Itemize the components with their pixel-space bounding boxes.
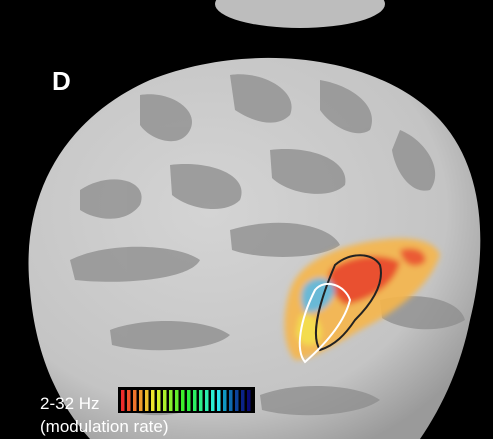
colorbar-stripe — [169, 390, 173, 411]
colorbar-label: 2-32 Hz — [40, 394, 100, 413]
colorbar-stripe — [157, 390, 161, 411]
upper-brain — [215, 0, 385, 28]
panel-label: D — [52, 66, 71, 96]
colorbar-stripe — [217, 390, 221, 411]
colorbar-stripe — [187, 390, 191, 411]
roi-outline-white — [298, 282, 352, 364]
colorbar-stripe — [199, 390, 203, 411]
colorbar-stripe — [223, 390, 227, 411]
colorbar-sublabel: (modulation rate) — [40, 417, 169, 436]
roi-outline-dark — [314, 254, 382, 352]
colorbar-stripe — [235, 390, 239, 411]
colorbar-stripe — [127, 390, 131, 411]
colorbar-stripe — [193, 390, 197, 411]
colorbar-stripe — [139, 390, 143, 411]
colorbar-stripe — [211, 390, 215, 411]
colorbar-stripe — [133, 390, 137, 411]
colorbar-stripe — [229, 390, 233, 411]
activation-map — [284, 238, 440, 360]
colorbar-stripe — [175, 390, 179, 411]
colorbar — [118, 387, 255, 413]
colorbar-background — [118, 387, 255, 413]
colorbar-stripe — [121, 390, 125, 411]
colorbar-stripe — [181, 390, 185, 411]
colorbar-stripe — [145, 390, 149, 411]
colorbar-stripe — [241, 390, 245, 411]
colorbar-stripe — [205, 390, 209, 411]
colorbar-stripe — [151, 390, 155, 411]
colorbar-stripe — [163, 390, 167, 411]
colorbar-stripe — [247, 390, 251, 411]
